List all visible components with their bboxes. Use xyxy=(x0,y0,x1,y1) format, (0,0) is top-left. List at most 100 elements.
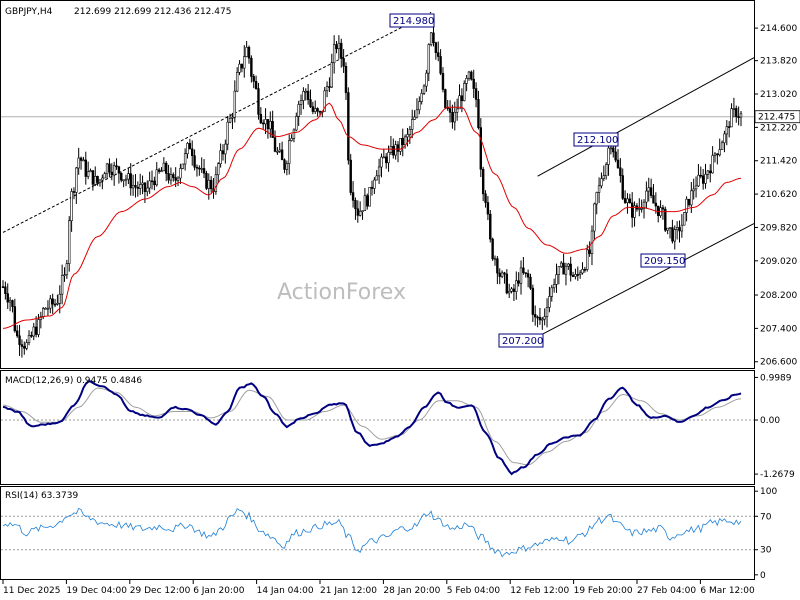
candle-body xyxy=(673,229,676,242)
price-annotation: 214.980 xyxy=(389,13,435,28)
candle-body xyxy=(675,227,679,230)
candle xyxy=(200,157,203,173)
candle xyxy=(245,40,248,58)
candle-body xyxy=(567,263,570,267)
candle xyxy=(664,206,667,233)
candle-body xyxy=(98,179,102,183)
candle xyxy=(205,170,208,191)
candle xyxy=(654,192,658,214)
macd-signal-line xyxy=(2,387,742,466)
candle xyxy=(207,173,210,200)
macd-panel: 0.9989 0.00 -1.2679 xyxy=(1,373,795,480)
candle-body xyxy=(20,344,24,347)
candle-body xyxy=(217,163,220,176)
candle-body xyxy=(403,136,407,146)
candle xyxy=(411,109,414,139)
candle-body xyxy=(394,144,397,156)
candle xyxy=(578,270,582,279)
candle xyxy=(387,145,390,172)
candle-body xyxy=(13,306,17,332)
candle xyxy=(671,219,674,244)
candle xyxy=(160,167,163,173)
candle xyxy=(292,128,296,143)
candle xyxy=(44,307,47,310)
macd-tick-label: 0.00 xyxy=(760,416,780,426)
candle xyxy=(363,188,367,211)
time-tick-label: 19 Feb 20:00 xyxy=(574,586,633,596)
candle-body xyxy=(295,116,298,131)
candle-body xyxy=(108,163,111,173)
candle xyxy=(27,330,31,346)
time-tick-label: 5 Feb 04:00 xyxy=(447,586,501,596)
candle-body xyxy=(110,171,114,176)
candle-body xyxy=(621,175,624,199)
candle xyxy=(621,168,624,201)
candle-body xyxy=(70,191,73,222)
candle-body xyxy=(654,202,658,207)
candle-body xyxy=(72,191,76,193)
candle xyxy=(347,87,350,165)
candle xyxy=(697,164,700,187)
candle-body xyxy=(680,224,684,232)
candle xyxy=(183,148,187,171)
candle-body xyxy=(578,272,582,275)
candle-body xyxy=(425,72,428,87)
candle xyxy=(399,138,402,156)
candle-body xyxy=(91,170,95,185)
candle xyxy=(737,106,740,126)
candle-body xyxy=(463,83,466,102)
candle-body xyxy=(65,263,69,276)
candle-body xyxy=(552,284,556,289)
time-tick-label: 6 Jan 20:00 xyxy=(193,586,245,596)
annotation-text: 214.980 xyxy=(393,16,434,27)
candle-body xyxy=(266,119,270,130)
candle-body xyxy=(384,156,388,164)
candle-body xyxy=(340,42,343,59)
rsi-line xyxy=(2,507,742,558)
candle xyxy=(89,168,92,173)
candle xyxy=(250,55,253,83)
ohlc-values: 212.699 212.699 212.436 212.475 xyxy=(74,7,231,17)
candle xyxy=(162,157,166,172)
candle-body xyxy=(735,108,738,118)
candle xyxy=(484,190,487,208)
candle xyxy=(519,260,523,295)
time-tick-label: 21 Jan 12:00 xyxy=(320,586,377,596)
time-tick-label: 12 Feb 12:00 xyxy=(510,586,569,596)
candle xyxy=(545,298,549,328)
candle xyxy=(309,89,312,108)
candle-body xyxy=(51,298,54,305)
price-tick-label: 209.820 xyxy=(760,223,797,233)
candle-body xyxy=(292,129,296,139)
candle-body xyxy=(455,108,459,113)
candle xyxy=(169,167,173,185)
candle-body xyxy=(664,208,667,231)
candle-body xyxy=(607,147,610,165)
rsi-panel-frame xyxy=(0,486,755,580)
candle-body xyxy=(711,155,714,174)
candle-body xyxy=(481,168,485,195)
candle-body xyxy=(344,65,348,93)
candle-body xyxy=(198,167,201,170)
candle xyxy=(235,67,239,93)
candle-body xyxy=(228,117,232,123)
candle-body xyxy=(94,175,97,185)
candle-body xyxy=(645,190,648,203)
candle-body xyxy=(541,318,544,321)
candle xyxy=(517,272,520,287)
candle xyxy=(136,181,140,197)
candle xyxy=(231,112,234,130)
price-tick-label: 208.200 xyxy=(760,291,797,301)
candle xyxy=(555,263,558,293)
candle-body xyxy=(34,326,38,335)
candle xyxy=(297,100,300,126)
candle-body xyxy=(4,286,7,294)
candle-body xyxy=(278,149,281,152)
candle xyxy=(247,45,251,64)
price-annotation: 212.100 xyxy=(573,132,619,147)
candle xyxy=(176,176,180,187)
candle-body xyxy=(522,267,525,273)
candle-body xyxy=(205,172,208,189)
candle xyxy=(732,97,736,118)
candle-body xyxy=(685,198,688,213)
